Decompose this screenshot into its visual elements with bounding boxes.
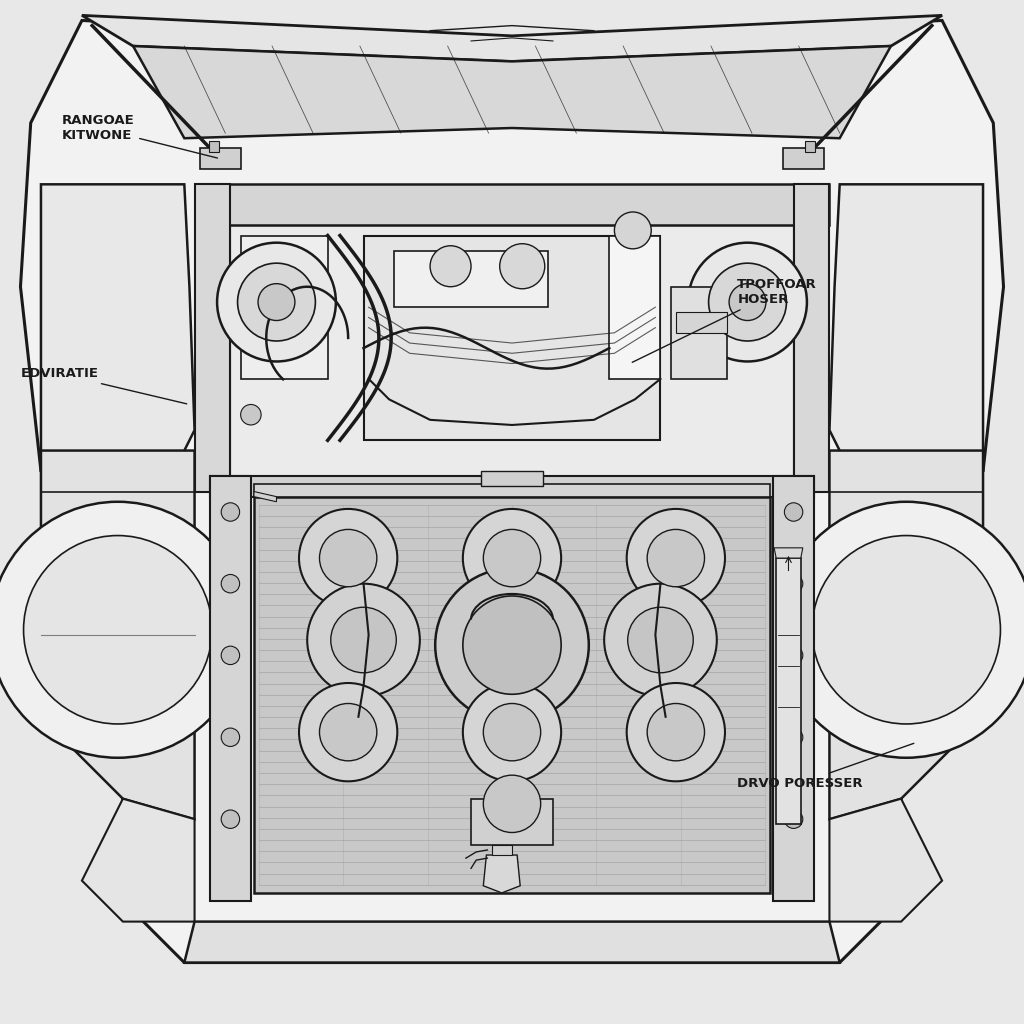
Polygon shape xyxy=(774,548,803,558)
Polygon shape xyxy=(483,855,520,893)
Polygon shape xyxy=(209,141,219,152)
Circle shape xyxy=(500,244,545,289)
Circle shape xyxy=(812,536,1000,724)
Polygon shape xyxy=(195,184,829,225)
Polygon shape xyxy=(195,184,230,492)
Polygon shape xyxy=(671,287,727,379)
Circle shape xyxy=(628,607,693,673)
Polygon shape xyxy=(133,46,891,138)
Text: TPOFFOAR
HOSER: TPOFFOAR HOSER xyxy=(632,278,817,362)
Circle shape xyxy=(709,263,786,341)
Polygon shape xyxy=(492,845,512,855)
Circle shape xyxy=(221,810,240,828)
Circle shape xyxy=(258,284,295,321)
Polygon shape xyxy=(471,799,553,845)
Polygon shape xyxy=(184,922,840,963)
Polygon shape xyxy=(41,451,195,819)
Polygon shape xyxy=(364,236,660,440)
Polygon shape xyxy=(829,451,983,819)
Polygon shape xyxy=(20,20,1004,963)
Polygon shape xyxy=(230,225,794,492)
Circle shape xyxy=(647,529,705,587)
Circle shape xyxy=(784,646,803,665)
Polygon shape xyxy=(41,184,195,512)
Circle shape xyxy=(319,703,377,761)
Polygon shape xyxy=(776,558,801,824)
Text: DRVO PORESSER: DRVO PORESSER xyxy=(737,743,913,790)
Circle shape xyxy=(238,263,315,341)
Polygon shape xyxy=(200,148,241,169)
Polygon shape xyxy=(82,799,195,922)
Circle shape xyxy=(241,404,261,425)
Circle shape xyxy=(483,703,541,761)
Circle shape xyxy=(614,212,651,249)
Circle shape xyxy=(778,502,1024,758)
Polygon shape xyxy=(254,497,770,893)
Circle shape xyxy=(463,509,561,607)
Circle shape xyxy=(784,810,803,828)
Circle shape xyxy=(647,703,705,761)
Circle shape xyxy=(463,683,561,781)
Circle shape xyxy=(319,529,377,587)
Circle shape xyxy=(331,607,396,673)
Polygon shape xyxy=(783,148,824,169)
Polygon shape xyxy=(254,492,276,502)
Polygon shape xyxy=(609,236,660,379)
Circle shape xyxy=(435,568,589,722)
Polygon shape xyxy=(676,312,727,333)
Polygon shape xyxy=(794,184,829,492)
Circle shape xyxy=(0,502,246,758)
Polygon shape xyxy=(210,476,251,901)
Circle shape xyxy=(221,646,240,665)
Polygon shape xyxy=(394,251,548,307)
Circle shape xyxy=(463,596,561,694)
Circle shape xyxy=(221,574,240,593)
Circle shape xyxy=(627,509,725,607)
Polygon shape xyxy=(805,141,815,152)
Circle shape xyxy=(221,503,240,521)
Circle shape xyxy=(307,584,420,696)
Circle shape xyxy=(627,683,725,781)
Polygon shape xyxy=(481,471,543,486)
Circle shape xyxy=(217,243,336,361)
Polygon shape xyxy=(829,184,983,512)
Text: RANGOAE
KITWONE: RANGOAE KITWONE xyxy=(61,114,217,158)
Circle shape xyxy=(729,284,766,321)
Circle shape xyxy=(784,574,803,593)
Circle shape xyxy=(688,243,807,361)
Circle shape xyxy=(784,728,803,746)
Polygon shape xyxy=(829,799,942,922)
Circle shape xyxy=(221,728,240,746)
Circle shape xyxy=(604,584,717,696)
Circle shape xyxy=(299,509,397,607)
Circle shape xyxy=(24,536,212,724)
Polygon shape xyxy=(210,476,814,497)
Polygon shape xyxy=(82,15,942,61)
Circle shape xyxy=(483,775,541,833)
Polygon shape xyxy=(773,476,814,901)
Circle shape xyxy=(784,503,803,521)
Circle shape xyxy=(483,529,541,587)
Circle shape xyxy=(299,683,397,781)
Polygon shape xyxy=(241,236,328,379)
Circle shape xyxy=(430,246,471,287)
Polygon shape xyxy=(254,484,770,497)
Text: EDVIRATIE: EDVIRATIE xyxy=(20,368,186,403)
